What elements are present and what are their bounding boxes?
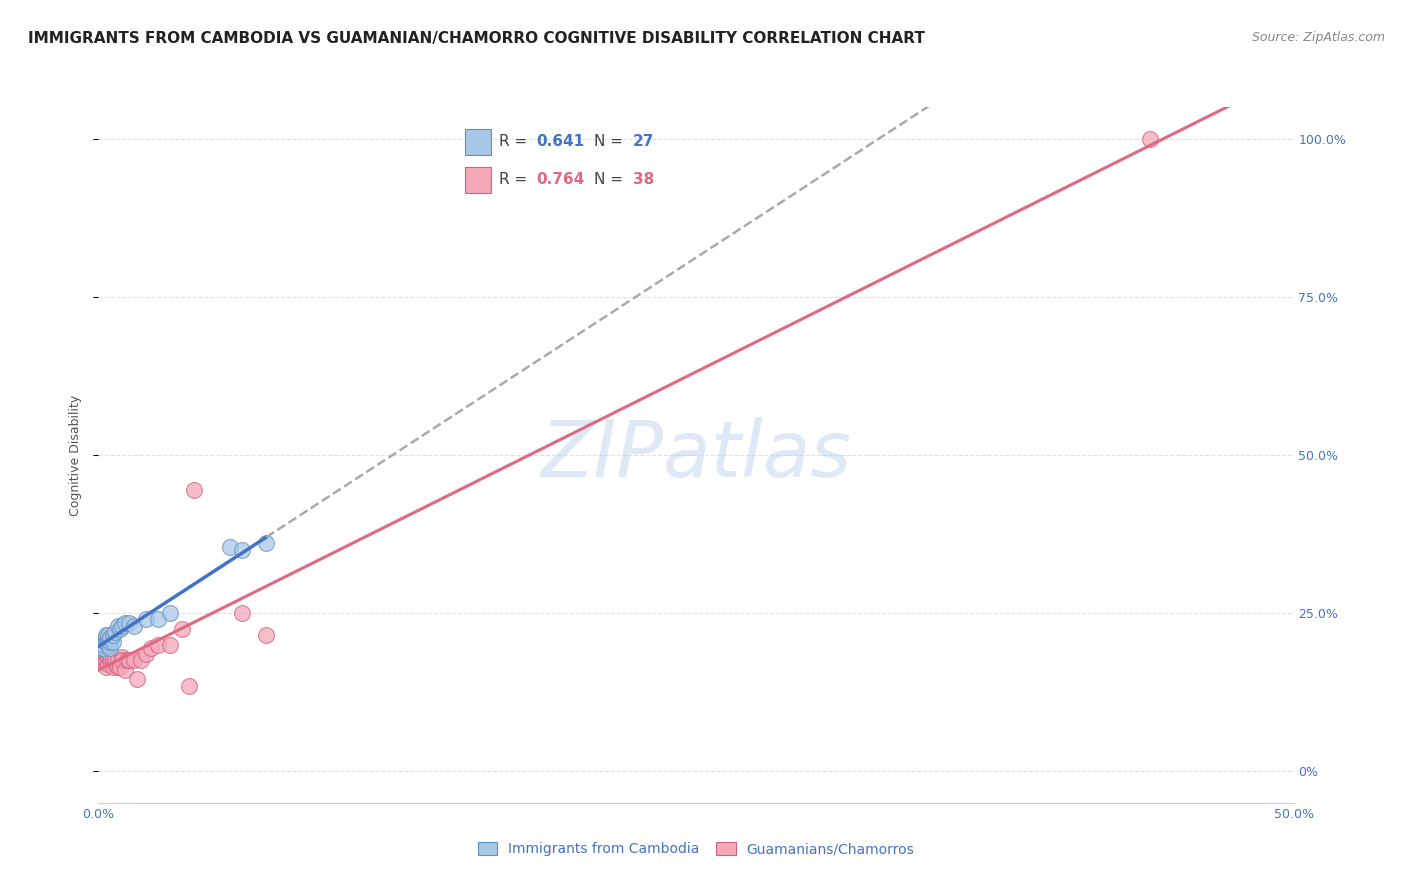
Point (124, 653, 146, 667)
Point (98, 634, 122, 648)
Point (231, 542, 253, 557)
Point (90, 653, 112, 667)
Point (254, 628, 277, 642)
Point (97, 650, 120, 665)
Point (104, 657, 127, 671)
Point (139, 640, 162, 655)
Point (97, 657, 120, 671)
Point (114, 615, 136, 630)
Point (97, 632, 120, 646)
Point (125, 673, 148, 687)
Point (183, 483, 205, 497)
Point (148, 612, 170, 626)
Point (111, 618, 134, 632)
Point (94, 653, 117, 667)
Point (115, 653, 138, 667)
Point (91, 644, 114, 658)
Point (94, 647, 117, 661)
Point (101, 628, 124, 642)
Point (104, 653, 127, 667)
Point (90, 647, 112, 661)
Point (254, 536, 277, 550)
Point (91, 653, 114, 667)
Point (159, 638, 181, 652)
Text: IMMIGRANTS FROM CAMBODIA VS GUAMANIAN/CHAMORRO COGNITIVE DISABILITY CORRELATION : IMMIGRANTS FROM CAMBODIA VS GUAMANIAN/CH… (28, 31, 925, 46)
Point (97, 638, 120, 652)
Text: ZIPatlas: ZIPatlas (540, 417, 852, 493)
Point (179, 679, 201, 693)
Point (91, 650, 114, 665)
Point (98, 650, 122, 665)
Point (98, 632, 122, 646)
Text: Source: ZipAtlas.com: Source: ZipAtlas.com (1251, 31, 1385, 45)
Point (94, 660, 117, 674)
Point (118, 615, 141, 630)
Point (104, 625, 127, 640)
Point (111, 653, 134, 667)
Point (101, 653, 124, 667)
Point (148, 638, 170, 652)
Point (107, 618, 129, 632)
Point (111, 650, 134, 665)
Point (114, 663, 136, 677)
Point (98, 647, 122, 661)
Point (219, 540, 242, 554)
Point (94, 628, 117, 642)
Point (108, 622, 131, 636)
Point (135, 647, 157, 661)
Point (91, 640, 114, 655)
Point (108, 660, 131, 674)
Point (1139, 131, 1161, 145)
Point (172, 622, 194, 636)
Point (98, 640, 122, 655)
Point (135, 612, 157, 626)
Point (107, 653, 129, 667)
Point (101, 634, 124, 648)
Point (94, 632, 117, 646)
Point (94, 634, 117, 648)
Point (97, 628, 120, 642)
Point (131, 653, 153, 667)
Point (90, 640, 112, 655)
Point (118, 653, 141, 667)
Legend: Immigrants from Cambodia, Guamanians/Chamorros: Immigrants from Cambodia, Guamanians/Cha… (472, 837, 920, 862)
Y-axis label: Cognitive Disability: Cognitive Disability (69, 394, 83, 516)
Point (101, 660, 124, 674)
Point (231, 606, 253, 620)
Point (159, 606, 181, 620)
Point (124, 618, 146, 632)
Point (107, 660, 129, 674)
Point (91, 638, 114, 652)
Point (98, 653, 122, 667)
